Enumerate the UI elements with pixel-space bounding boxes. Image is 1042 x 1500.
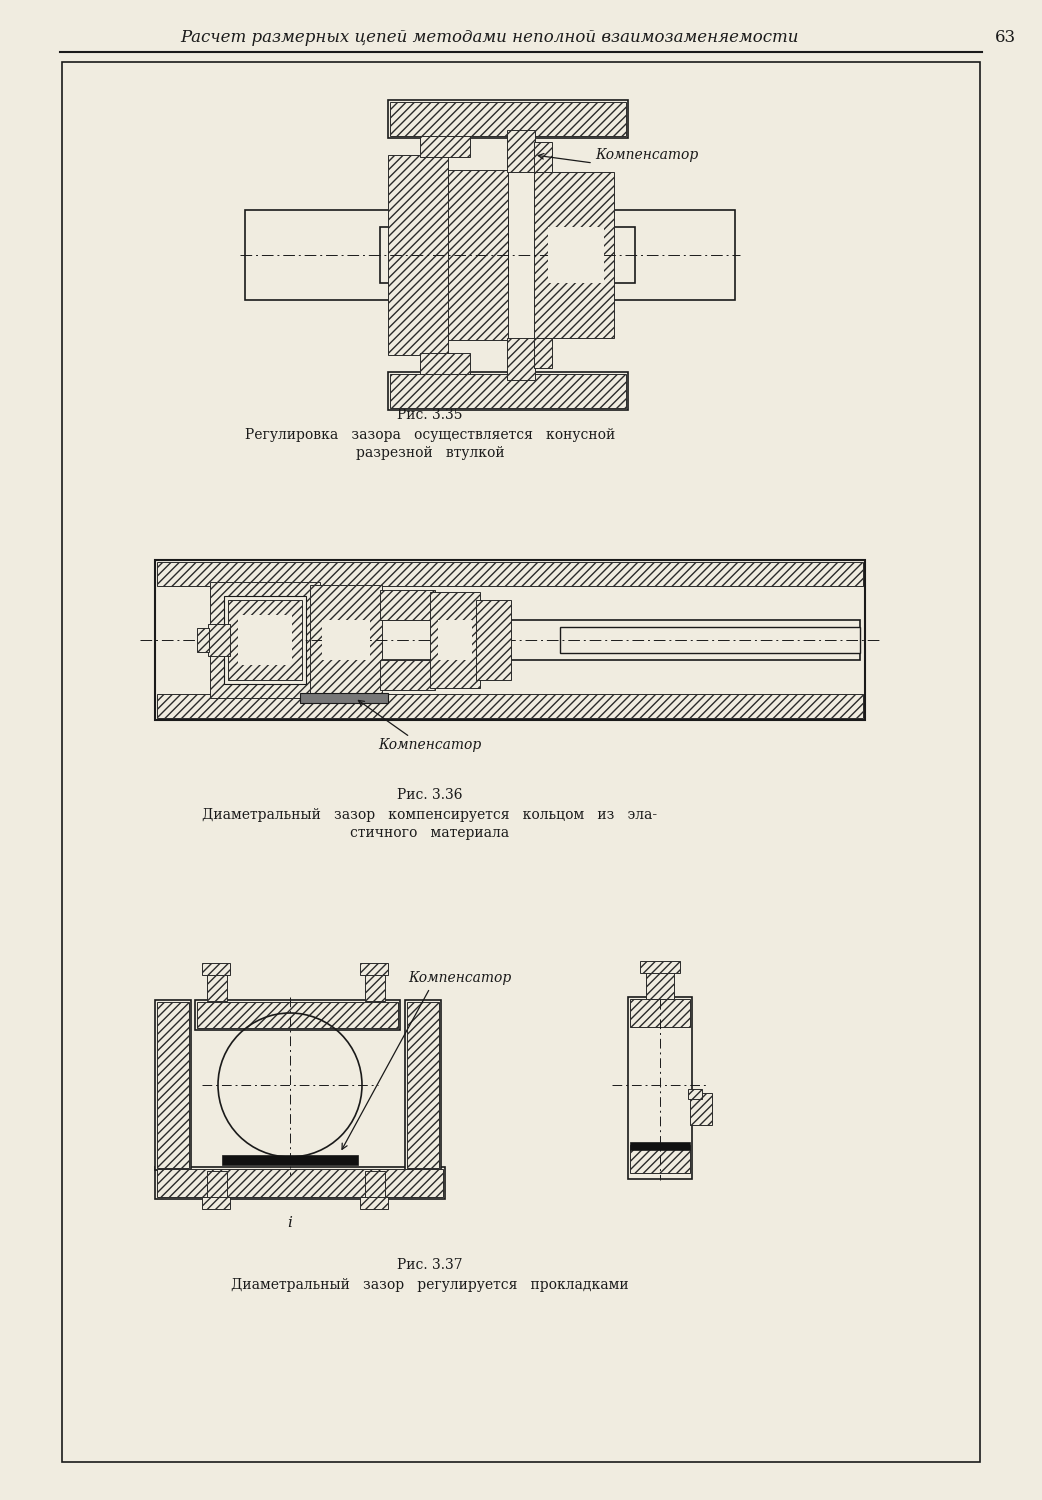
Bar bbox=[688, 1089, 702, 1100]
Bar bbox=[359, 1197, 388, 1209]
Bar bbox=[388, 154, 448, 356]
Bar bbox=[388, 372, 628, 410]
Bar bbox=[628, 998, 692, 1179]
Bar bbox=[238, 615, 292, 664]
Bar bbox=[476, 600, 511, 680]
Bar bbox=[430, 592, 480, 688]
Bar bbox=[534, 338, 552, 368]
Text: 63: 63 bbox=[994, 30, 1016, 46]
Bar bbox=[388, 100, 628, 138]
Text: Рис. 3.35: Рис. 3.35 bbox=[397, 408, 463, 422]
Bar bbox=[207, 974, 227, 1000]
Bar bbox=[197, 628, 209, 652]
Bar bbox=[390, 102, 626, 136]
Bar bbox=[210, 582, 320, 698]
Text: Компенсатор: Компенсатор bbox=[378, 738, 481, 752]
Text: Расчет размерных цепей методами неполной взаимозаменяемости: Расчет размерных цепей методами неполной… bbox=[180, 30, 799, 46]
Bar bbox=[380, 620, 860, 660]
Bar bbox=[202, 1197, 230, 1209]
Bar bbox=[155, 1000, 191, 1170]
Bar bbox=[380, 590, 435, 620]
Bar bbox=[548, 226, 604, 284]
Bar bbox=[407, 1002, 439, 1168]
Bar bbox=[448, 170, 508, 340]
Bar bbox=[195, 1000, 400, 1030]
Bar bbox=[630, 1142, 690, 1150]
Bar bbox=[507, 130, 535, 172]
Bar bbox=[420, 352, 470, 375]
Bar bbox=[420, 135, 470, 158]
Bar bbox=[208, 624, 230, 656]
Text: Компенсатор: Компенсатор bbox=[408, 970, 512, 986]
Bar bbox=[224, 596, 306, 684]
Bar bbox=[197, 1002, 398, 1028]
Bar bbox=[157, 694, 863, 718]
Text: Рис. 3.37: Рис. 3.37 bbox=[397, 1258, 463, 1272]
Bar bbox=[155, 1167, 445, 1198]
Bar bbox=[600, 210, 735, 300]
Bar bbox=[390, 374, 626, 408]
Bar bbox=[380, 226, 460, 284]
Bar bbox=[359, 963, 388, 975]
Bar bbox=[202, 963, 230, 975]
Bar bbox=[534, 172, 614, 338]
Bar bbox=[155, 560, 865, 720]
Text: Диаметральный   зазор   компенсируется   кольцом   из   эла-: Диаметральный зазор компенсируется кольц… bbox=[202, 808, 658, 822]
Bar bbox=[405, 1000, 441, 1170]
Bar bbox=[365, 1172, 384, 1198]
Text: стичного   материала: стичного материала bbox=[350, 827, 510, 840]
Bar bbox=[640, 962, 680, 974]
Text: i: i bbox=[288, 1216, 293, 1230]
Text: Регулировка   зазора   осуществляется   конусной: Регулировка зазора осуществляется конусн… bbox=[245, 427, 615, 442]
Bar bbox=[222, 1155, 358, 1166]
Bar bbox=[690, 1094, 712, 1125]
Bar bbox=[545, 226, 635, 284]
Bar bbox=[507, 338, 535, 380]
Bar bbox=[63, 62, 979, 1462]
Bar bbox=[300, 693, 388, 703]
Bar bbox=[560, 627, 860, 652]
Bar bbox=[157, 1168, 443, 1197]
Bar bbox=[322, 620, 370, 660]
Text: разрезной   втулкой: разрезной втулкой bbox=[355, 446, 504, 460]
Bar bbox=[365, 974, 384, 1000]
Bar bbox=[438, 620, 472, 660]
Text: Рис. 3.36: Рис. 3.36 bbox=[397, 788, 463, 802]
Bar bbox=[228, 600, 302, 680]
Bar bbox=[245, 210, 425, 300]
Bar bbox=[157, 1002, 189, 1168]
Text: Компенсатор: Компенсатор bbox=[595, 148, 698, 162]
Text: Диаметральный   зазор   регулируется   прокладками: Диаметральный зазор регулируется проклад… bbox=[231, 1278, 628, 1292]
Bar bbox=[646, 970, 674, 999]
Bar bbox=[380, 660, 435, 690]
Bar bbox=[630, 999, 690, 1028]
Bar bbox=[630, 1144, 690, 1173]
Bar bbox=[157, 562, 863, 586]
Bar bbox=[311, 585, 382, 694]
Bar bbox=[534, 142, 552, 172]
Bar bbox=[207, 1172, 227, 1198]
